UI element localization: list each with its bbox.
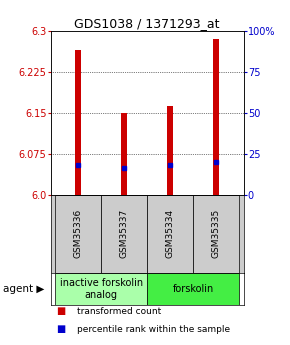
Bar <box>167 107 173 195</box>
Text: percentile rank within the sample: percentile rank within the sample <box>77 325 230 334</box>
Text: transformed count: transformed count <box>77 307 161 316</box>
Bar <box>75 50 81 195</box>
Bar <box>213 39 219 195</box>
Text: forskolin: forskolin <box>173 284 214 294</box>
Text: GSM35337: GSM35337 <box>120 209 129 258</box>
Bar <box>147 273 239 305</box>
Text: GSM35336: GSM35336 <box>74 209 83 258</box>
Bar <box>55 195 101 273</box>
Text: inactive forskolin
analog: inactive forskolin analog <box>60 278 143 300</box>
Text: GSM35334: GSM35334 <box>166 209 175 258</box>
Text: agent ▶: agent ▶ <box>3 284 44 294</box>
Text: ■: ■ <box>57 324 66 334</box>
Bar <box>101 195 147 273</box>
Bar <box>147 195 193 273</box>
Text: GSM35335: GSM35335 <box>211 209 221 258</box>
Bar <box>193 195 239 273</box>
Text: ■: ■ <box>57 306 66 316</box>
Title: GDS1038 / 1371293_at: GDS1038 / 1371293_at <box>75 17 220 30</box>
Bar <box>55 273 147 305</box>
Bar <box>121 113 127 195</box>
